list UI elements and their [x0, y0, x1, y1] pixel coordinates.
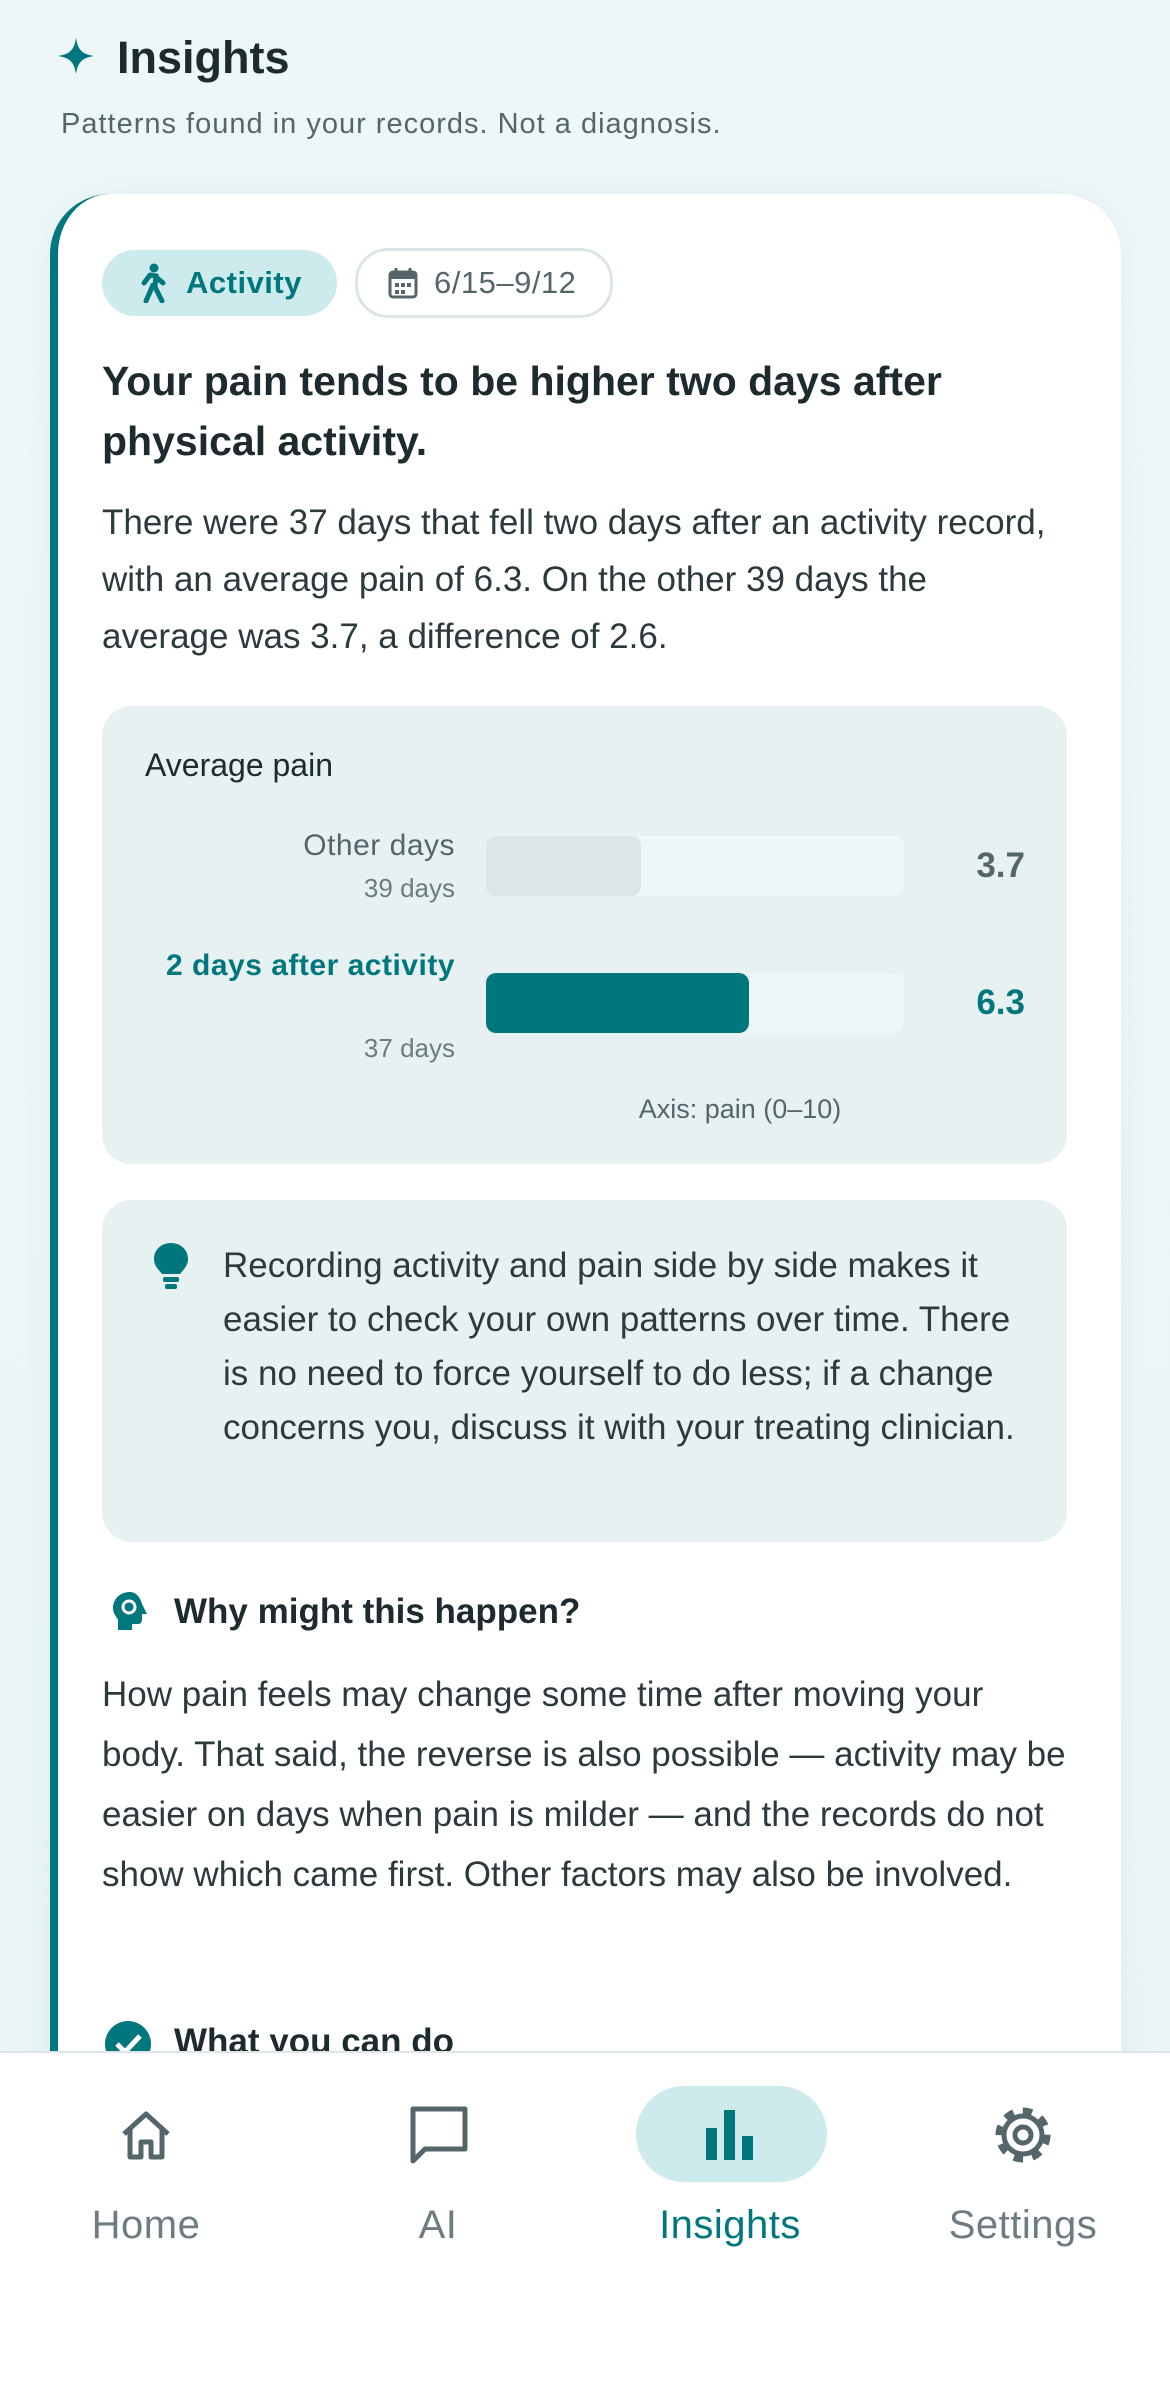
- chat-icon[interactable]: [408, 2104, 470, 2166]
- nav-label[interactable]: Settings: [948, 2203, 1098, 2247]
- insight-heading: Your pain tends to be higher two days af…: [102, 358, 942, 464]
- page-subtitle: Patterns found in your records. Not a di…: [61, 108, 722, 140]
- date-chip[interactable]: 6/15–9/12: [355, 248, 613, 318]
- page-title: Insights: [117, 32, 290, 83]
- nav-label[interactable]: Home: [91, 2203, 201, 2247]
- row-label: Other days: [303, 829, 455, 862]
- tip-text: Recording activity and pain side by side…: [223, 1246, 1015, 1447]
- section-body: How pain feels may change some time afte…: [102, 1675, 1066, 1894]
- calendar-icon: [388, 268, 418, 299]
- value-label: 3.7: [976, 846, 1025, 885]
- chip-label: 6/15–9/12: [434, 265, 577, 300]
- walk-icon: [141, 263, 166, 303]
- row-sublabel: 39 days: [363, 873, 455, 903]
- row-sublabel: 37 days: [363, 1033, 455, 1063]
- insights-icon[interactable]: [704, 2106, 756, 2162]
- bottom-nav: [0, 2051, 1170, 2394]
- home-icon[interactable]: [118, 2107, 174, 2163]
- axis-label: Axis: pain (0–10): [638, 1094, 842, 1124]
- nav-label[interactable]: AI: [418, 2203, 458, 2247]
- chart-title: Average pain: [145, 747, 333, 783]
- insight-body: There were 37 days that fell two days af…: [102, 503, 1046, 656]
- chip-label: Activity: [186, 265, 302, 300]
- section-title: Why might this happen?: [174, 1592, 581, 1631]
- tip-panel: [102, 1200, 1067, 1542]
- chart-panel: [102, 706, 1067, 1164]
- insight-card: [50, 194, 1121, 2194]
- settings-icon[interactable]: [992, 2104, 1054, 2166]
- bulb-icon: [154, 1243, 188, 1289]
- value-label: 6.3: [976, 983, 1025, 1022]
- head-icon: [113, 1592, 147, 1630]
- nav-label[interactable]: Insights: [659, 2203, 801, 2247]
- row-label: 2 days after activity: [166, 949, 455, 982]
- category-chip[interactable]: Activity: [102, 250, 337, 316]
- bar: [486, 973, 750, 1033]
- sparkle-icon: [58, 38, 94, 74]
- bar: [486, 836, 641, 896]
